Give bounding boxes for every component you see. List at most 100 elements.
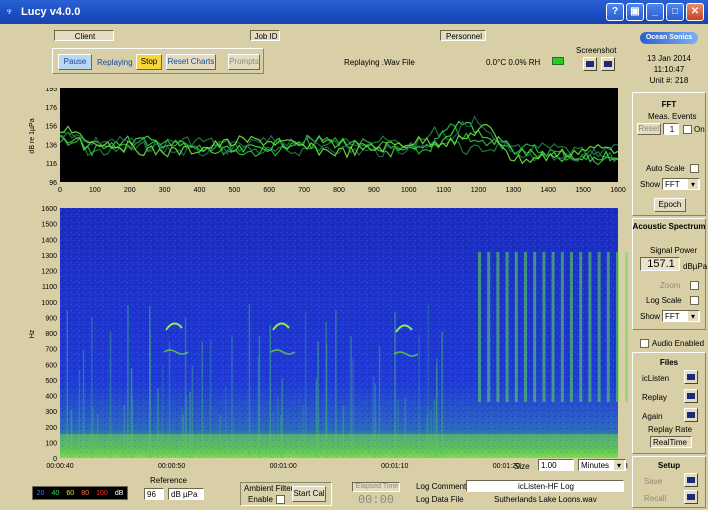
help-icon[interactable]: ? [606, 3, 624, 21]
minimize-icon[interactable]: _ [646, 3, 664, 21]
spectrogram-harmonic-band [570, 252, 573, 402]
spectrogram-streak [168, 341, 171, 458]
fft-x-tick: 900 [368, 187, 380, 194]
screenshot-camera-icon[interactable] [583, 57, 597, 71]
fft-x-tick: 1500 [575, 187, 591, 194]
spectrogram-streak [91, 316, 93, 458]
again-icon[interactable] [684, 408, 698, 422]
events-on-checkbox[interactable] [683, 125, 692, 134]
spectrogram-streak [325, 343, 328, 458]
fft-x-tick: 1000 [401, 187, 417, 194]
start-cal-button[interactable]: Start Cal [292, 486, 326, 502]
spectrogram-streak [269, 325, 271, 458]
spectrogram-call-arc [272, 322, 290, 331]
enable-checkbox[interactable] [276, 495, 285, 504]
spectrogram-streak [342, 405, 345, 458]
autoscale-checkbox[interactable] [690, 164, 699, 173]
restore-icon[interactable]: ▣ [626, 3, 644, 21]
spectrogram-x-tick: 00:01:20 [493, 463, 520, 470]
fft-show-select[interactable]: FFT ▾ [662, 178, 700, 190]
zoom-checkbox[interactable] [690, 281, 699, 290]
audio-enabled-checkbox[interactable] [640, 339, 649, 348]
iclisten-label: icListen [642, 374, 670, 383]
spectrogram-y-tick: 1200 [41, 269, 57, 276]
personnel-field[interactable]: Personnel [440, 30, 486, 41]
spectrogram-streak [325, 321, 327, 458]
reference-label: Reference [150, 476, 187, 485]
files-title: Files [659, 358, 679, 367]
reference-input[interactable]: 96 [144, 488, 164, 500]
close-icon[interactable]: ✕ [686, 3, 704, 21]
fft-trace [59, 120, 619, 163]
window-controls: ? ▣ _ □ ✕ [606, 3, 704, 21]
fft-x-tick: 200 [124, 187, 136, 194]
reset-charts-button[interactable]: Reset Charts [166, 54, 216, 70]
log-data-file-label: Log Data File [416, 495, 464, 504]
spectrogram-streak [78, 369, 81, 458]
spectrogram-streak [219, 414, 221, 458]
reference-unit-select[interactable]: dB µPa [168, 488, 204, 500]
spectrum-show-select[interactable]: FFT ▾ [662, 310, 700, 322]
ambient-filter-label: Ambient Filter [244, 484, 294, 493]
epoch-button[interactable]: Epoch [654, 198, 686, 212]
spectrum-show-label: Show [640, 312, 661, 321]
signal-power-label: Signal Power [650, 246, 698, 255]
client-field[interactable]: Client [54, 30, 114, 41]
spectrogram-harmonic-band [625, 252, 629, 402]
reset-events-button[interactable]: Reset [637, 123, 661, 135]
app-icon: ♆ [5, 6, 14, 18]
replay-rate-select[interactable]: RealTime [650, 436, 692, 448]
brand-panel: Ocean Sonics 13 Jan 2014 11:10:47 Unit #… [632, 28, 706, 90]
fft-trace [59, 123, 619, 165]
log-scale-checkbox[interactable] [690, 296, 699, 305]
size-input[interactable]: 1.00 [538, 459, 574, 471]
spectrogram-streak [441, 331, 443, 458]
meas-events-label: Meas. Events [648, 112, 697, 121]
spectrogram-streak [435, 366, 438, 458]
iclisten-icon[interactable] [684, 370, 698, 384]
pause-button[interactable]: Pause [58, 54, 92, 70]
spectrogram-y-tick: 1300 [41, 253, 57, 260]
spectrogram-streak [427, 303, 430, 458]
spectrogram-streak [162, 364, 164, 458]
log-comment-label: Log Comment [416, 482, 467, 491]
spectrogram-y-tick: 700 [45, 347, 57, 354]
spectrogram-harmonic-band [579, 252, 583, 402]
spectrogram-y-tick: 200 [45, 425, 57, 432]
replay-icon[interactable] [684, 389, 698, 403]
recall-icon[interactable] [684, 490, 698, 504]
fft-y-tick: 195 [45, 88, 57, 93]
fft-x-tick: 1100 [436, 187, 451, 194]
fft-plot-area [60, 88, 618, 182]
spectrogram-streak [374, 383, 377, 458]
spectrogram-streak [82, 349, 85, 458]
recall-label: Recall [644, 494, 667, 503]
spectrogram-harmonic-band [551, 252, 555, 402]
spectrogram-streak [66, 310, 69, 458]
log-comment-input[interactable]: icListen-HF Log [466, 480, 624, 492]
stop-button[interactable]: Stop [136, 54, 162, 70]
color-scale: 20 40 60 80 100 dB [32, 486, 128, 500]
prompts-button[interactable]: Prompts [228, 54, 260, 70]
spectrogram-harmonic-band [496, 252, 500, 402]
acoustic-panel [632, 218, 706, 330]
autoscale-label: Auto Scale [646, 164, 685, 173]
jobid-field[interactable]: Job ID [250, 30, 280, 41]
spectrogram-streak [201, 341, 203, 458]
save-icon[interactable] [684, 473, 698, 487]
screenshot-save-icon[interactable] [601, 57, 615, 71]
spectrogram-harmonic-band [616, 252, 619, 402]
status-text: Replaying .Wav File [344, 58, 415, 67]
spectrogram-harmonic-band [514, 252, 518, 402]
spectrogram-streak [272, 411, 275, 458]
spectrogram-y-tick: 1000 [41, 300, 57, 307]
chevron-down-icon: ▾ [614, 460, 624, 470]
units-select[interactable]: Minutes ▾ [578, 459, 626, 471]
maximize-icon[interactable]: □ [666, 3, 684, 21]
ambient-filter-box [240, 482, 332, 506]
spectrogram-streak [397, 398, 399, 458]
spectrogram-y-tick: 300 [45, 409, 57, 416]
fft-x-tick: 100 [89, 187, 101, 194]
spectrogram-harmonic-band [524, 252, 527, 402]
fft-spectrum-lines [59, 115, 619, 166]
